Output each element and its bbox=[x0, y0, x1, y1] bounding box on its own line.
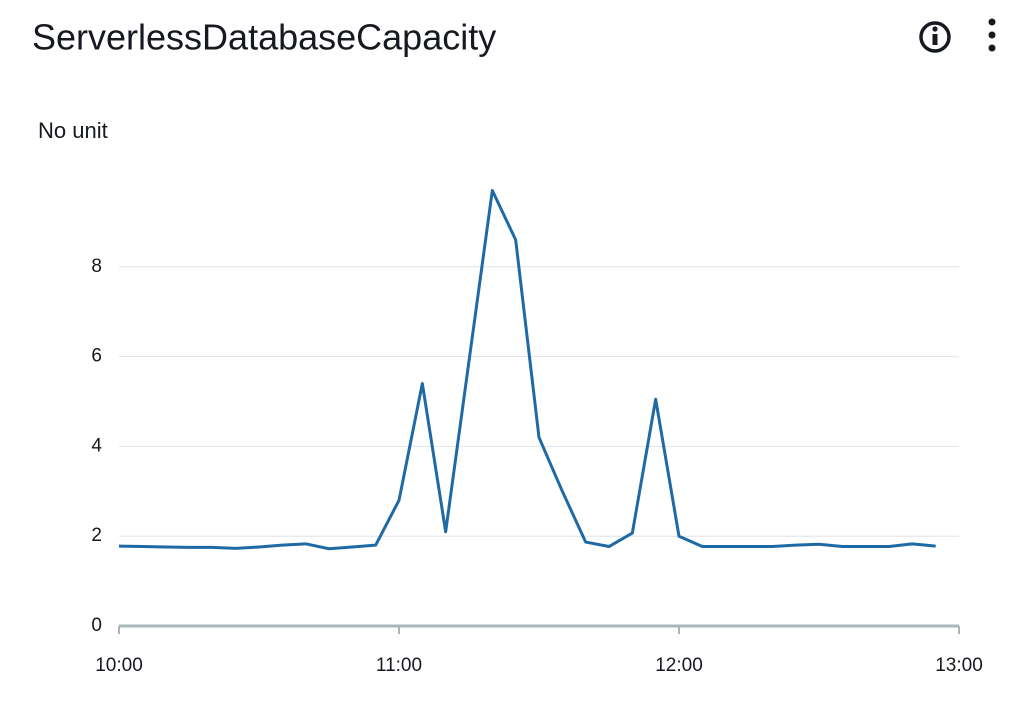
data-line bbox=[118, 188, 936, 551]
widget-title: ServerlessDatabaseCapacity bbox=[32, 17, 496, 58]
y-tick-label: 4 bbox=[91, 435, 102, 456]
x-tick-label: 11:00 bbox=[376, 655, 422, 676]
info-button[interactable] bbox=[919, 21, 951, 53]
y-tick-label: 0 bbox=[91, 615, 102, 636]
menu-button[interactable] bbox=[988, 18, 996, 52]
y-tick-label: 2 bbox=[91, 525, 102, 546]
x-tick-label: 13:00 bbox=[935, 655, 983, 676]
y-tick-label: 6 bbox=[91, 346, 102, 367]
y-axis-label: No unit bbox=[38, 118, 108, 143]
x-tick-label: 12:00 bbox=[655, 655, 703, 676]
x-tick-label: 10:00 bbox=[95, 655, 143, 676]
y-tick-label: 8 bbox=[91, 256, 102, 277]
